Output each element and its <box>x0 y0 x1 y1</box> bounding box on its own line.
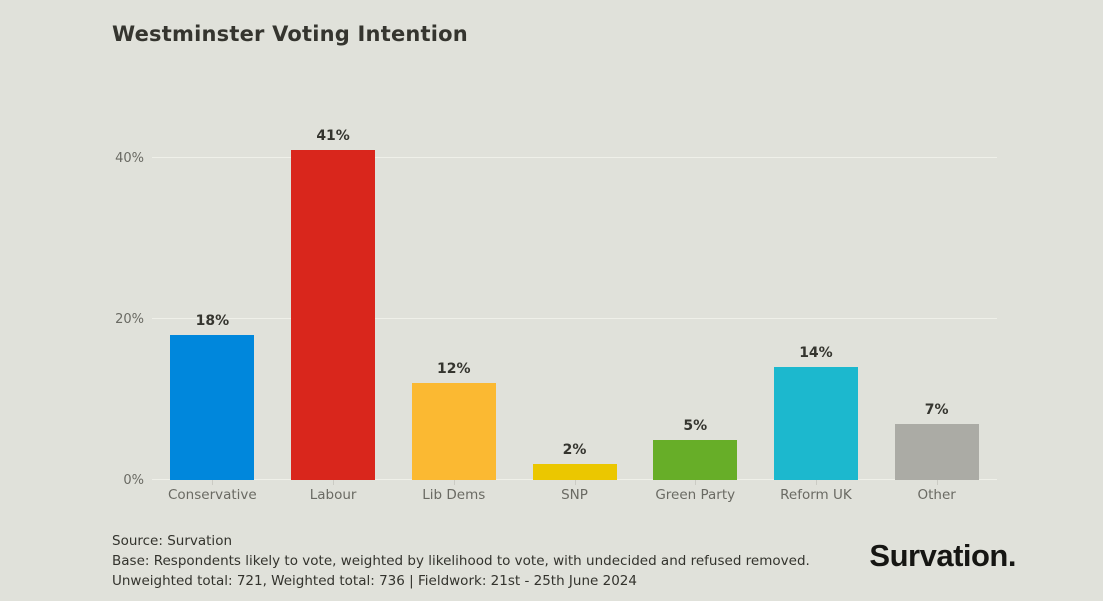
bar-slot-reform-uk: 14% Reform UK <box>756 118 877 503</box>
x-axis-tick <box>333 480 335 485</box>
y-axis-tick-label: 40% <box>115 151 144 167</box>
bar-slot-snp: 2% SNP <box>514 118 635 503</box>
x-axis-label: Other <box>917 487 956 503</box>
survation-logo: Survation. <box>869 538 1016 573</box>
x-axis-label: Green Party <box>655 487 736 503</box>
x-axis-tick <box>695 480 697 485</box>
footer-notes: Source: Survation Base: Respondents like… <box>112 531 810 591</box>
y-axis-tick-label: 20% <box>115 312 144 328</box>
value-label: 18% <box>195 313 230 330</box>
plot-area: 18% Conservative 41% Labour 12% Lib Dems 2% SNP… <box>115 118 997 503</box>
bar-conservative <box>170 335 255 480</box>
bar-slot-lib-dems: 12% Lib Dems <box>393 118 514 503</box>
value-label: 12% <box>437 361 471 378</box>
x-axis-tick <box>815 480 817 485</box>
y-axis-tick-label: 0% <box>123 473 144 488</box>
bar-slot-conservative: 18% Conservative <box>152 118 273 503</box>
value-label: 2% <box>562 441 587 458</box>
x-axis-tick <box>574 480 576 485</box>
x-axis-label: Labour <box>309 487 357 503</box>
gridline-40% <box>152 157 997 159</box>
source-note: Source: Survation <box>112 533 233 549</box>
bar-slot-labour: 41% Labour <box>273 118 394 503</box>
x-axis-tick <box>453 480 455 485</box>
totals-fieldwork-note: Unweighted total: 721, Weighted total: 7… <box>112 573 637 589</box>
value-label: 14% <box>799 345 833 362</box>
bar-labour <box>291 150 376 480</box>
value-label: 7% <box>924 401 949 418</box>
value-label: 41% <box>316 128 350 145</box>
x-axis-tick <box>936 480 938 485</box>
bar-slot-other: 7% Other <box>876 118 997 503</box>
bar-reform-uk <box>773 367 858 480</box>
bar-slot-green-party: 5% Green Party <box>635 118 756 503</box>
base-note: Base: Respondents likely to vote, weight… <box>112 553 810 569</box>
bar-other <box>894 423 979 480</box>
value-label: 5% <box>683 417 708 434</box>
bar-green-party <box>653 439 738 480</box>
chart-title: Westminster Voting Intention <box>112 22 468 46</box>
bar-snp <box>532 463 617 480</box>
bar-lib-dems <box>411 383 496 480</box>
x-axis-label: Reform UK <box>780 487 852 503</box>
gridline-20% <box>152 318 997 320</box>
x-axis-label: SNP <box>561 487 588 503</box>
x-axis-label: Conservative <box>167 487 257 503</box>
x-axis-label: Lib Dems <box>422 487 486 503</box>
x-axis-tick <box>212 480 214 485</box>
bar-slots: 18% Conservative 41% Labour 12% Lib Dems 2% SNP… <box>152 118 997 503</box>
